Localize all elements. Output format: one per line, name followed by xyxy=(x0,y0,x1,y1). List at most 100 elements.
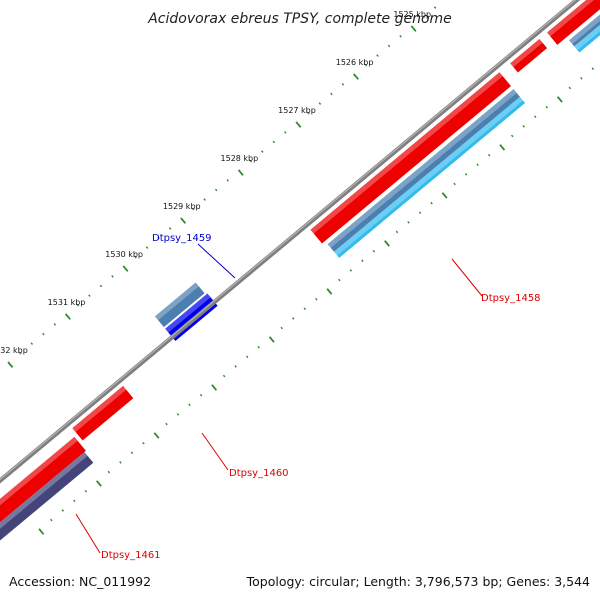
inner-minor-tick xyxy=(338,278,341,282)
inner-minor-tick xyxy=(245,355,249,359)
inner-minor-tick xyxy=(222,374,226,378)
inner-minor-tick xyxy=(349,269,353,272)
feature-dtpsy-1459-gene[interactable] xyxy=(154,282,205,328)
scale-minor-tick xyxy=(76,303,80,307)
scale-major-tick xyxy=(295,121,302,128)
feature-dtpsy-1461-cds-forward[interactable] xyxy=(0,436,86,531)
scale-major-tick xyxy=(7,361,14,368)
scale-tick-label: 1530 kbp xyxy=(105,250,143,259)
gene-label-1461[interactable]: Dtpsy_1461 xyxy=(101,550,161,561)
inner-minor-tick xyxy=(165,422,168,426)
scale-major-tick xyxy=(122,265,129,272)
inner-minor-tick xyxy=(591,67,595,71)
scale-major-tick xyxy=(353,73,359,80)
gene-label-leader-1461 xyxy=(75,513,101,554)
scale-minor-tick xyxy=(330,92,333,96)
map-title: Acidovorax ebreus TPSY, complete genome xyxy=(147,11,452,27)
feature-cds-next-2[interactable] xyxy=(547,0,600,45)
inner-major-tick xyxy=(211,384,218,391)
scale-minor-tick xyxy=(399,35,402,38)
feature-tracks xyxy=(0,0,600,542)
inner-minor-tick xyxy=(407,221,410,224)
gene-label-1459[interactable]: Dtpsy_1459 xyxy=(152,233,212,244)
inner-minor-tick xyxy=(430,201,433,205)
inner-major-tick xyxy=(326,288,333,295)
inner-major-tick xyxy=(38,528,45,535)
inner-minor-tick xyxy=(464,173,468,176)
inner-minor-tick xyxy=(361,259,364,263)
scale-major-tick xyxy=(64,313,71,320)
inner-minor-tick xyxy=(280,326,283,330)
feature-dtpsy-1458-gene-b[interactable] xyxy=(334,96,526,258)
gene-labels: Dtpsy_1459 Dtpsy_1458 Dtpsy_1460 Dtpsy_1… xyxy=(75,233,541,561)
inner-major-tick xyxy=(556,96,563,103)
scale-tick-label: 1525 kbp xyxy=(393,10,431,19)
scale-minor-tick xyxy=(226,179,229,182)
feature-cds-next-1[interactable] xyxy=(510,38,548,73)
inner-minor-tick xyxy=(315,297,318,301)
feature-dtpsy-1459-cds[interactable] xyxy=(165,293,218,341)
inner-major-tick xyxy=(441,192,448,199)
scale-minor-tick xyxy=(157,236,160,240)
gene-label-leader-1458 xyxy=(451,258,483,297)
scale-tick-label: 1532 kbp xyxy=(0,346,28,355)
inner-minor-tick xyxy=(292,317,295,320)
inner-minor-tick xyxy=(142,441,145,445)
gene-label-1460[interactable]: Dtpsy_1460 xyxy=(229,468,289,479)
feature-dtpsy-1461-gene[interactable] xyxy=(0,452,94,542)
inner-minor-tick xyxy=(418,211,422,215)
inner-minor-tick xyxy=(107,470,111,474)
scale-minor-tick xyxy=(42,332,45,336)
inner-minor-tick xyxy=(234,365,237,368)
feature-gene-next-b[interactable] xyxy=(574,8,600,53)
scale-minor-tick xyxy=(307,111,310,115)
inner-minor-tick xyxy=(372,249,376,253)
inner-minor-tick xyxy=(50,518,53,522)
inner-minor-tick xyxy=(510,134,514,138)
scale-minor-tick xyxy=(19,351,22,355)
scale-minor-tick xyxy=(376,54,379,57)
inner-minor-tick xyxy=(73,499,76,503)
inner-minor-tick xyxy=(303,307,307,311)
inner-minor-tick xyxy=(119,461,122,464)
feature-gene-next-a[interactable] xyxy=(569,2,600,47)
inner-minor-tick xyxy=(199,393,203,397)
gene-label-1458[interactable]: Dtpsy_1458 xyxy=(481,293,541,304)
scale-tick-label: 1528 kbp xyxy=(221,154,259,163)
inner-minor-tick xyxy=(568,86,572,90)
inner-major-tick xyxy=(95,480,102,487)
inner-minor-tick xyxy=(545,105,549,109)
feature-dtpsy-1460-cds[interactable] xyxy=(72,385,134,441)
inner-major-tick xyxy=(499,144,506,151)
inner-minor-tick xyxy=(453,182,456,186)
scale-minor-tick xyxy=(145,246,149,249)
scale-minor-tick xyxy=(214,188,218,192)
inner-minor-tick xyxy=(522,125,525,128)
inner-tick-ring xyxy=(38,67,595,535)
scale-minor-tick xyxy=(191,207,195,211)
scale-major-tick xyxy=(237,169,244,176)
inner-minor-tick xyxy=(487,153,491,157)
feature-dtpsy-1458-gene-a[interactable] xyxy=(327,89,520,252)
feature-dtpsy-1458-cds[interactable] xyxy=(310,72,511,244)
inner-major-tick xyxy=(153,432,160,439)
scale-tick-label: 1526 kbp xyxy=(336,58,374,67)
inner-minor-tick xyxy=(61,509,65,512)
scale-minor-tick xyxy=(284,131,287,134)
scale-major-tick xyxy=(410,25,417,32)
scale-minor-tick xyxy=(318,102,322,105)
scale-minor-tick xyxy=(422,15,425,19)
accession-text: Accession: NC_011992 xyxy=(9,574,151,589)
genome-summary-text: Topology: circular; Length: 3,796,573 bp… xyxy=(246,574,590,589)
scale-minor-tick xyxy=(261,150,264,153)
inner-major-tick xyxy=(384,240,390,247)
scale-major-tick xyxy=(180,217,187,224)
scale-minor-tick xyxy=(168,227,172,230)
scale-minor-tick xyxy=(53,323,57,326)
inner-minor-tick xyxy=(257,345,260,349)
inner-minor-tick xyxy=(188,403,191,407)
inner-minor-tick xyxy=(395,230,399,234)
scale-tick-label: 1531 kbp xyxy=(48,298,86,307)
